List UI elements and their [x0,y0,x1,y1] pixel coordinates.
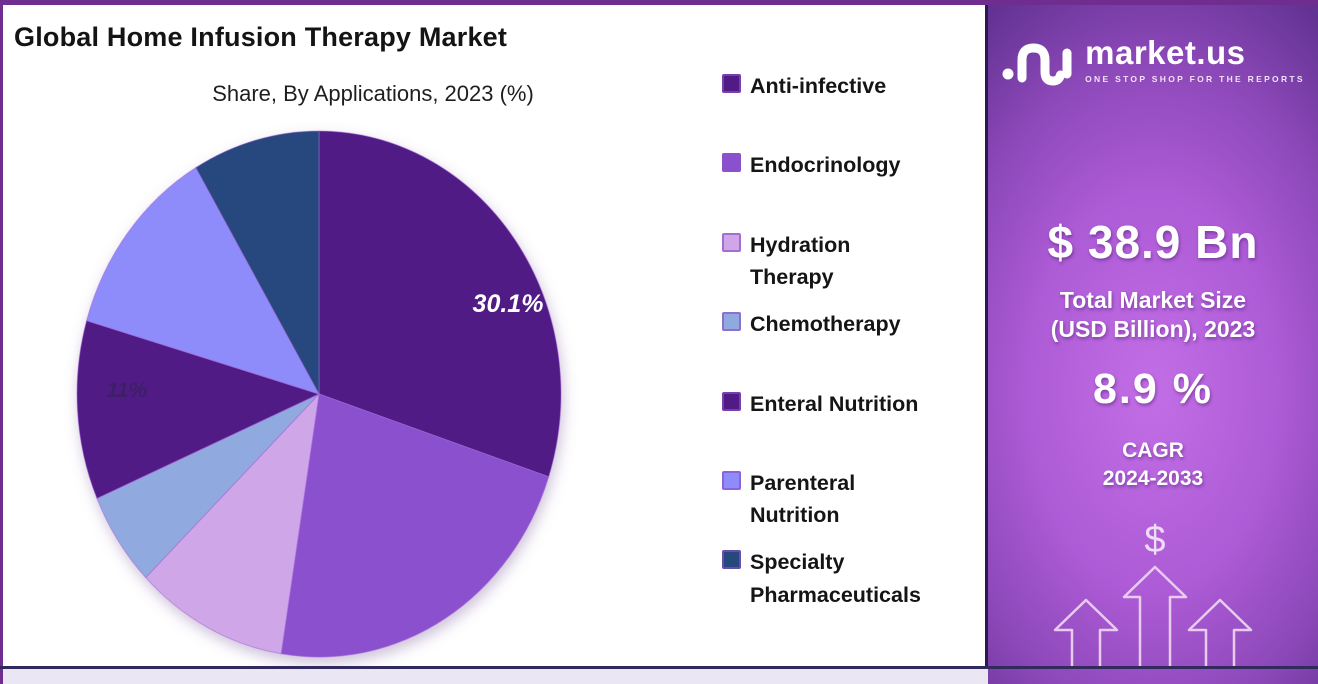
cagr-label-line2: 2024-2033 [1102,467,1204,491]
pie-slice-hydration-therapy [145,392,320,655]
market-size-label: Total Market Size (USD Billion), 2023 [988,286,1318,344]
legend-item: Endocrinology [722,149,977,228]
legend-swatch-icon [722,312,741,332]
legend-item: Hydration Therapy [722,229,977,308]
legend-item-label: Chemotherapy [750,312,901,337]
legend-swatch-icon [722,74,741,93]
legend-swatch-icon [722,232,741,252]
dollar-icon: $ [1144,519,1165,561]
bottom-margin-strip [0,669,988,684]
pie-slice-specialty-pharmaceuticals [195,130,320,395]
pie-data-label: 11% [107,379,148,402]
chart-area: Global Home Infusion Therapy Market Shar… [3,5,988,669]
market-summary-panel: market.us ONE STOP SHOP FOR THE REPORTS … [985,0,1318,684]
legend-swatch-icon [722,550,741,570]
pie-data-label: 30.1% [473,290,544,318]
brand-name: market.us [1085,34,1246,71]
legend-item-label: Hydration Therapy [750,232,851,290]
market-size-label-line1: Total Market Size [1059,287,1247,313]
cagr-value: 8.9 % [1093,365,1213,413]
pie-chart: 30.1% 11% [57,112,587,672]
bottom-divider [0,666,1318,669]
brand-tagline: ONE STOP SHOP FOR THE REPORTS [1085,74,1305,84]
legend-swatch-icon [722,153,741,173]
market-size-label-line2: (USD Billion), 2023 [1050,315,1256,342]
marketus-logo-icon [1002,43,1072,86]
pie-slice-parenteral-nutrition [85,166,321,395]
legend-swatch-icon [722,470,741,490]
legend-item-label: Specialty Pharmaceuticals [750,550,921,607]
market-size-value: $ 38.9 Bn [1047,216,1259,268]
brand-header: market.us ONE STOP SHOP FOR THE REPORTS [988,29,1318,91]
growth-arrows-icon: $ [1053,519,1253,668]
frame-top-border [0,0,1318,5]
pie-slice-endocrinology [280,393,550,658]
frame-left-border [0,0,3,684]
up-arrows-icon [1053,565,1253,668]
legend-item-label: Anti-infective [750,74,887,98]
legend-item-label: Enteral Nutrition [750,391,919,416]
legend: Anti-infective Endocrinology Hydration Ther… [722,70,977,626]
legend-item-label: Endocrinology [750,153,901,178]
chart-title: Global Home Infusion Therapy Market [14,22,508,52]
legend-item: Anti-infective [722,70,977,149]
cagr-label: CAGR 2024-2033 [988,437,1318,494]
cagr-label-line1: CAGR [1122,439,1184,462]
legend-item: Enteral Nutrition [722,388,977,467]
pie-slice-anti-infective [318,130,562,478]
legend-item: Chemotherapy [722,308,977,387]
legend-swatch-icon [722,391,741,411]
legend-item-label: Parenteral Nutrition [750,470,856,528]
chart-subtitle: Share, By Applications, 2023 (%) [212,81,534,106]
pie-slice-enteral-nutrition [76,319,321,500]
legend-item: Specialty Pharmaceuticals [722,546,977,625]
brand-text: market.us ONE STOP SHOP FOR THE REPORTS [1085,36,1305,84]
legend-item: Parenteral Nutrition [722,467,977,546]
